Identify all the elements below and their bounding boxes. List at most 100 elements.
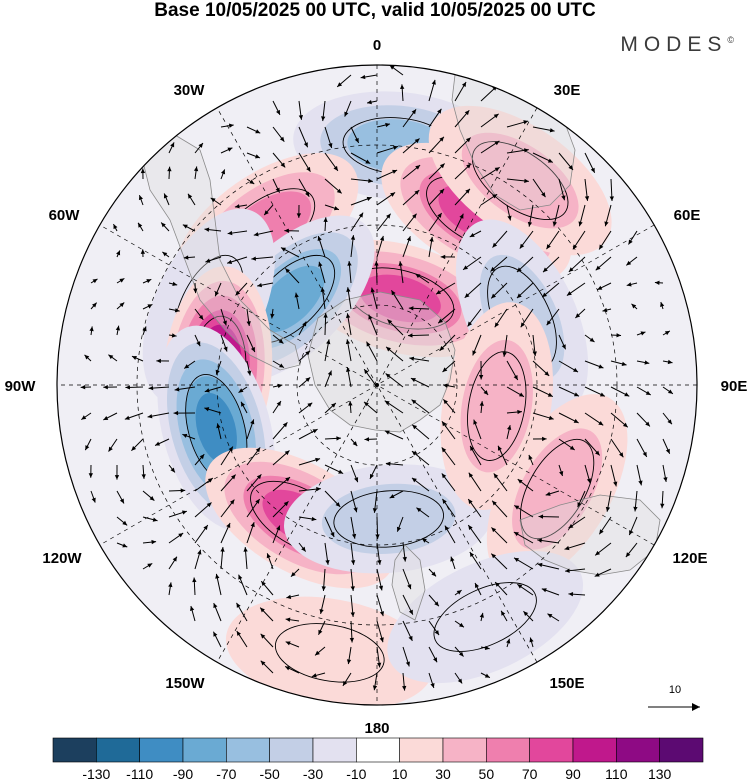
wind-arrow-head	[469, 232, 475, 237]
wind-arrow-head	[221, 169, 226, 175]
wind-arrow	[298, 350, 311, 362]
wind-arrow-head	[326, 339, 331, 345]
wind-arrow	[272, 334, 284, 344]
wind-arrow-head	[303, 142, 308, 148]
wind-arrow-head	[667, 389, 673, 394]
wind-arrow	[285, 617, 300, 622]
wind-arrow	[344, 100, 352, 117]
wind-arrow	[141, 464, 146, 479]
anomaly-field	[57, 65, 697, 705]
wind-arrow	[568, 516, 586, 529]
wind-arrow	[349, 620, 355, 643]
wind-arrow-head	[389, 65, 395, 70]
wind-arrow-head	[238, 574, 243, 580]
wind-arrow-head	[284, 228, 289, 233]
wind-arrow-head	[276, 109, 280, 115]
wind-arrow-head	[227, 259, 233, 264]
wind-arrow-head	[483, 390, 489, 395]
wind-arrow	[90, 490, 96, 503]
wind-arrow	[156, 358, 170, 364]
wind-arrow-head	[586, 478, 592, 484]
wind-arrow-head	[408, 609, 413, 615]
wind-arrow	[598, 516, 612, 535]
wind-arrow-head	[103, 384, 108, 390]
lon-label-150w: 150W	[165, 675, 205, 692]
colorbar: -130 -110 -90 -70 -50 -30 -10 10 30 50 70 90 110 130	[52, 737, 704, 782]
wind-arrow	[610, 438, 624, 458]
wind-arrow-head	[316, 486, 321, 492]
wind-arrow	[631, 303, 638, 310]
wind-arrow-head	[456, 590, 462, 595]
lon-label-30w: 30W	[174, 82, 206, 99]
wind-arrow-head	[491, 293, 496, 299]
wind-arrow	[416, 507, 430, 518]
wind-arrow	[298, 321, 307, 336]
wind-arrow	[324, 542, 330, 565]
wind-arrow	[314, 646, 326, 656]
wind-arrow	[194, 308, 204, 321]
wind-arrow	[324, 490, 341, 508]
lon-label-90w: 90W	[5, 378, 37, 395]
wind-arrow-head	[595, 265, 601, 271]
wind-arrow-head	[561, 344, 566, 350]
wind-arrow	[319, 594, 326, 614]
wind-arrow	[103, 412, 118, 421]
wind-arrow	[350, 235, 356, 258]
wind-arrow	[350, 212, 364, 232]
wind-arrow	[350, 126, 360, 144]
wind-arrow-head	[595, 550, 601, 556]
wind-arrow-head	[285, 641, 291, 646]
colorbar-swatch-6	[269, 737, 314, 763]
wind-vectors	[80, 65, 674, 691]
wind-arrow-head	[441, 447, 447, 453]
wind-arrow-head	[441, 473, 447, 479]
wind-arrow-head	[296, 213, 302, 218]
wind-arrow	[238, 386, 248, 394]
wind-arrow-head	[301, 546, 306, 552]
wind-arrow-head	[215, 573, 220, 579]
wind-arrow-head	[354, 137, 359, 143]
colorbar-tick-label: -70	[216, 766, 236, 782]
wind-arrow	[272, 100, 281, 116]
wind-arrow	[532, 178, 546, 198]
wind-arrow	[321, 100, 326, 122]
wind-arrow	[116, 277, 125, 284]
wind-arrow	[138, 194, 144, 206]
wind-arrow-head	[306, 166, 311, 172]
wind-arrow-head	[410, 378, 416, 383]
wind-arrow	[402, 620, 413, 642]
wind-arrow-head	[167, 166, 172, 172]
wind-arrow-head	[305, 191, 310, 197]
wind-arrow	[409, 356, 430, 362]
wind-arrow-head	[532, 351, 537, 357]
wind-arrow-head	[367, 100, 372, 105]
wind-arrow	[602, 307, 612, 313]
wind-arrow	[398, 261, 404, 284]
wind-arrow	[454, 81, 467, 102]
wind-arrow	[298, 516, 317, 522]
wind-arrow	[439, 334, 456, 352]
wind-arrow-head	[205, 258, 211, 263]
wind-arrow-head	[181, 510, 187, 515]
wind-arrow-head	[408, 635, 413, 641]
wind-arrow-head	[622, 422, 628, 428]
wind-arrow-head	[156, 358, 161, 364]
wind-arrow	[318, 261, 326, 284]
wind-arrow-head	[353, 507, 358, 513]
wind-arrow	[88, 464, 94, 478]
colorbar-swatch-11	[486, 737, 530, 763]
wind-arrow-head	[597, 285, 603, 290]
wind-arrow-head	[569, 445, 575, 450]
wind-arrow-head	[182, 224, 188, 229]
wind-arrow	[220, 522, 231, 544]
wind-arrow-head	[405, 661, 410, 667]
wind-arrow-head	[514, 557, 520, 563]
wind-arrow-head	[364, 401, 369, 407]
wind-arrow	[625, 542, 638, 558]
wind-arrow-head	[520, 322, 526, 328]
wind-arrow-head	[152, 517, 158, 522]
graticule	[57, 65, 697, 705]
wind-arrow-head	[372, 508, 378, 513]
wind-arrow-head	[193, 288, 198, 294]
wind-arrow	[479, 612, 484, 622]
